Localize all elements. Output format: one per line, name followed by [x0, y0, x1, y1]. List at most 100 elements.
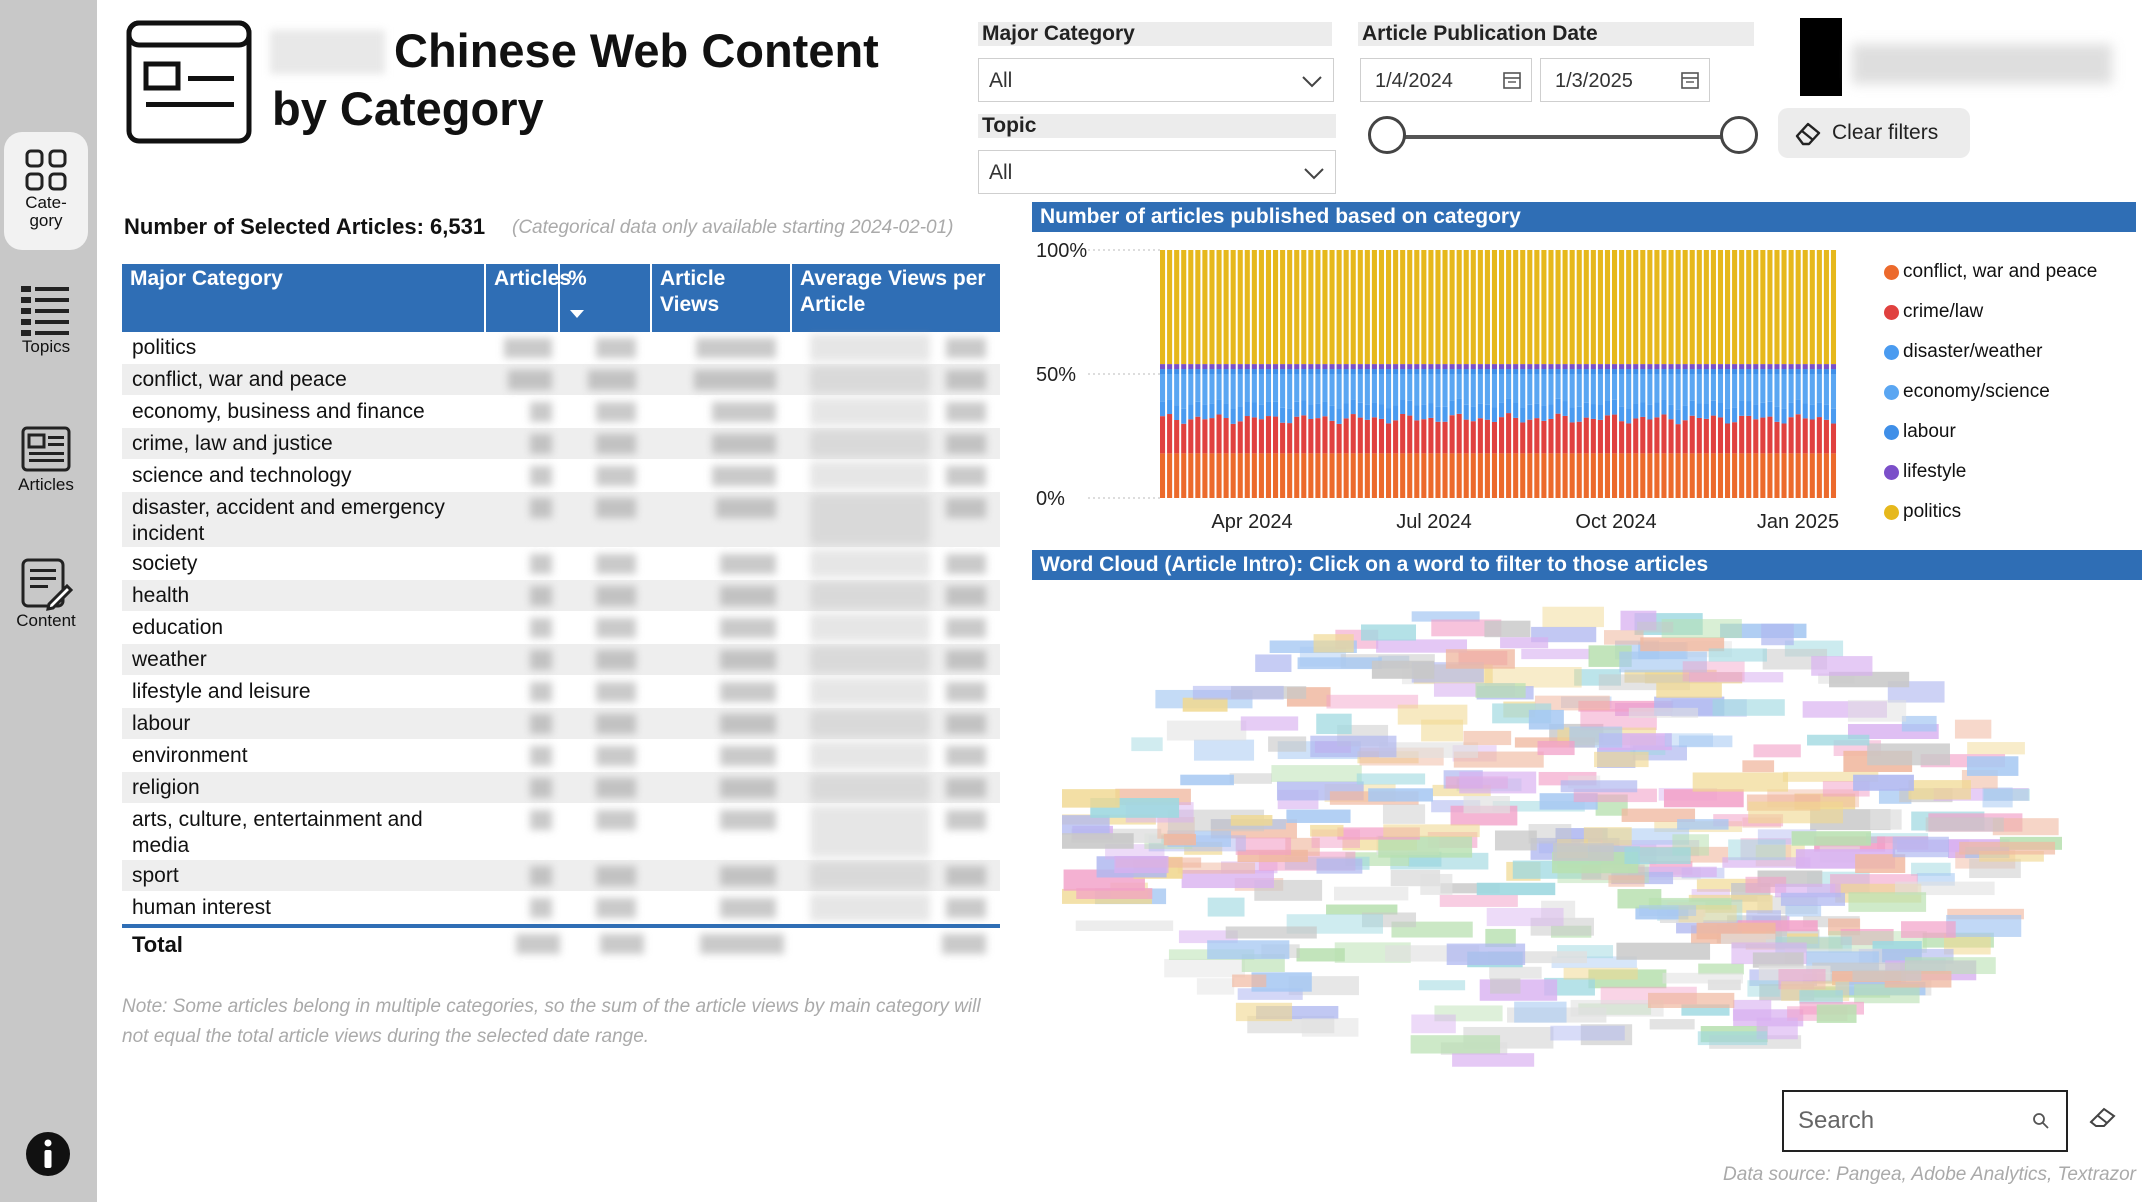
chart-bar-segment[interactable] — [1760, 417, 1766, 454]
chart-bar-segment[interactable] — [1774, 364, 1780, 370]
chart-bar-segment[interactable] — [1386, 423, 1392, 454]
wordcloud-word-redacted[interactable] — [1114, 855, 1169, 874]
chart-bar-segment[interactable] — [1781, 453, 1787, 498]
chart-bar-segment[interactable] — [1371, 453, 1377, 498]
chart-bar-segment[interactable] — [1739, 453, 1745, 498]
wordcloud-word-redacted[interactable] — [1196, 978, 1235, 995]
wordcloud-word-redacted[interactable] — [1313, 634, 1354, 653]
wordcloud-word-redacted[interactable] — [1459, 771, 1537, 794]
wordcloud-word-redacted[interactable] — [1578, 700, 1674, 712]
chart-bar-segment[interactable] — [1717, 417, 1724, 454]
wordcloud-word-redacted[interactable] — [1901, 715, 1937, 732]
chart-bar-segment[interactable] — [1816, 364, 1822, 370]
wordcloud-word-redacted[interactable] — [1411, 611, 1480, 622]
chart-bar-segment[interactable] — [1251, 402, 1257, 418]
chart-bar-segment[interactable] — [1527, 369, 1533, 374]
chart-bar-segment[interactable] — [1788, 374, 1794, 403]
chart-bar-segment[interactable] — [1442, 364, 1448, 370]
chart-bar-segment[interactable] — [1619, 364, 1625, 370]
wordcloud-word-redacted[interactable] — [1488, 951, 1588, 964]
chart-bar-segment[interactable] — [1795, 453, 1801, 498]
chart-bar-segment[interactable] — [1393, 374, 1399, 406]
chart-bar-segment[interactable] — [1661, 399, 1667, 415]
chart-bar-segment[interactable] — [1421, 453, 1427, 498]
chart-bar-segment[interactable] — [1216, 250, 1222, 365]
chart-bar-segment[interactable] — [1597, 250, 1603, 365]
chart-bar-segment[interactable] — [1343, 403, 1349, 419]
chart-bar-segment[interactable] — [1739, 415, 1745, 454]
chart-bar-segment[interactable] — [1513, 453, 1519, 498]
wordcloud-word-redacted[interactable] — [1594, 751, 1649, 768]
table-row[interactable]: environment — [122, 740, 1000, 772]
legend-item[interactable]: disaster/weather — [1884, 332, 2097, 372]
sort-descending-icon[interactable] — [570, 310, 584, 318]
wordcloud-word-redacted[interactable] — [1616, 942, 1711, 960]
col-major-category[interactable]: Major Category — [130, 267, 283, 290]
chart-bar-segment[interactable] — [1802, 403, 1808, 419]
chart-bar-segment[interactable] — [1393, 420, 1399, 454]
chart-bar-segment[interactable] — [1378, 369, 1385, 374]
chart-bar-segment[interactable] — [1661, 374, 1667, 400]
chart-bar-segment[interactable] — [1273, 364, 1279, 370]
chart-bar-segment[interactable] — [1725, 453, 1731, 498]
chart-bar-segment[interactable] — [1216, 364, 1222, 370]
search-icon[interactable] — [2032, 1112, 2050, 1130]
chart-bar-segment[interactable] — [1696, 453, 1702, 498]
chart-bar-segment[interactable] — [1160, 369, 1166, 374]
chart-bar-segment[interactable] — [1597, 364, 1603, 370]
chart-bar-segment[interactable] — [1463, 250, 1469, 365]
chart-bar-segment[interactable] — [1753, 364, 1759, 370]
chart-bar-segment[interactable] — [1280, 407, 1286, 423]
wordcloud-word-redacted[interactable] — [1484, 620, 1531, 638]
wordcloud-word-redacted[interactable] — [1528, 824, 1572, 844]
chart-bar-segment[interactable] — [1456, 364, 1462, 370]
wordcloud-word-redacted[interactable] — [1648, 897, 1732, 910]
wordcloud-word-redacted[interactable] — [1943, 933, 1991, 955]
chart-bar-segment[interactable] — [1449, 374, 1455, 401]
chart-bar-segment[interactable] — [1555, 369, 1561, 374]
wordcloud-word-redacted[interactable] — [1707, 979, 1741, 991]
chart-bar-segment[interactable] — [1534, 403, 1540, 419]
wordcloud-word-redacted[interactable] — [1251, 972, 1312, 992]
wordcloud-word-redacted[interactable] — [1062, 789, 1120, 808]
chart-bar-segment[interactable] — [1619, 369, 1625, 374]
table-row[interactable]: economy, business and finance — [122, 396, 1000, 428]
chart-bar-segment[interactable] — [1506, 453, 1512, 498]
chart-bar-segment[interactable] — [1407, 453, 1413, 498]
chart-bar-segment[interactable] — [1809, 374, 1815, 405]
chart-bar-segment[interactable] — [1760, 364, 1766, 370]
chart-bar-segment[interactable] — [1202, 453, 1208, 498]
chart-bar-segment[interactable] — [1626, 453, 1632, 498]
wordcloud-word-redacted[interactable] — [1383, 824, 1480, 838]
chart-bar-segment[interactable] — [1647, 250, 1653, 365]
chart-bar-segment[interactable] — [1491, 407, 1498, 422]
wordcloud-word-redacted[interactable] — [1947, 908, 2024, 920]
chart-bar-segment[interactable] — [1357, 364, 1363, 370]
wordcloud-word-redacted[interactable] — [1954, 719, 1992, 739]
wordcloud-word-redacted[interactable] — [1628, 707, 1699, 718]
chart-bar-segment[interactable] — [1513, 417, 1519, 454]
chart-bar-segment[interactable] — [1421, 250, 1427, 365]
wordcloud-word-redacted[interactable] — [1563, 967, 1638, 980]
chart-bar-segment[interactable] — [1400, 369, 1406, 374]
wordcloud-word-redacted[interactable] — [1619, 651, 1707, 673]
chart-bar-segment[interactable] — [1823, 369, 1829, 374]
chart-bar-segment[interactable] — [1506, 413, 1512, 454]
chart-bar-segment[interactable] — [1442, 421, 1448, 454]
chart-bar-segment[interactable] — [1258, 404, 1264, 420]
chart-bar-segment[interactable] — [1590, 418, 1596, 454]
wordcloud-word-redacted[interactable] — [1434, 1005, 1503, 1022]
chart-bar-segment[interactable] — [1280, 369, 1286, 374]
chart-bar-segment[interactable] — [1463, 374, 1469, 405]
chart-bar-segment[interactable] — [1371, 364, 1377, 370]
chart-bar-segment[interactable] — [1414, 364, 1420, 370]
table-row[interactable]: politics — [122, 332, 1000, 364]
chart-bar-segment[interactable] — [1294, 416, 1300, 454]
chart-bar-segment[interactable] — [1774, 406, 1780, 422]
chart-bar-segment[interactable] — [1604, 400, 1611, 416]
chart-bar-segment[interactable] — [1760, 250, 1766, 365]
chart-bar-segment[interactable] — [1343, 418, 1349, 454]
chart-bar-segment[interactable] — [1654, 364, 1660, 370]
chart-bar-segment[interactable] — [1802, 250, 1808, 365]
chart-bar-segment[interactable] — [1520, 422, 1526, 454]
